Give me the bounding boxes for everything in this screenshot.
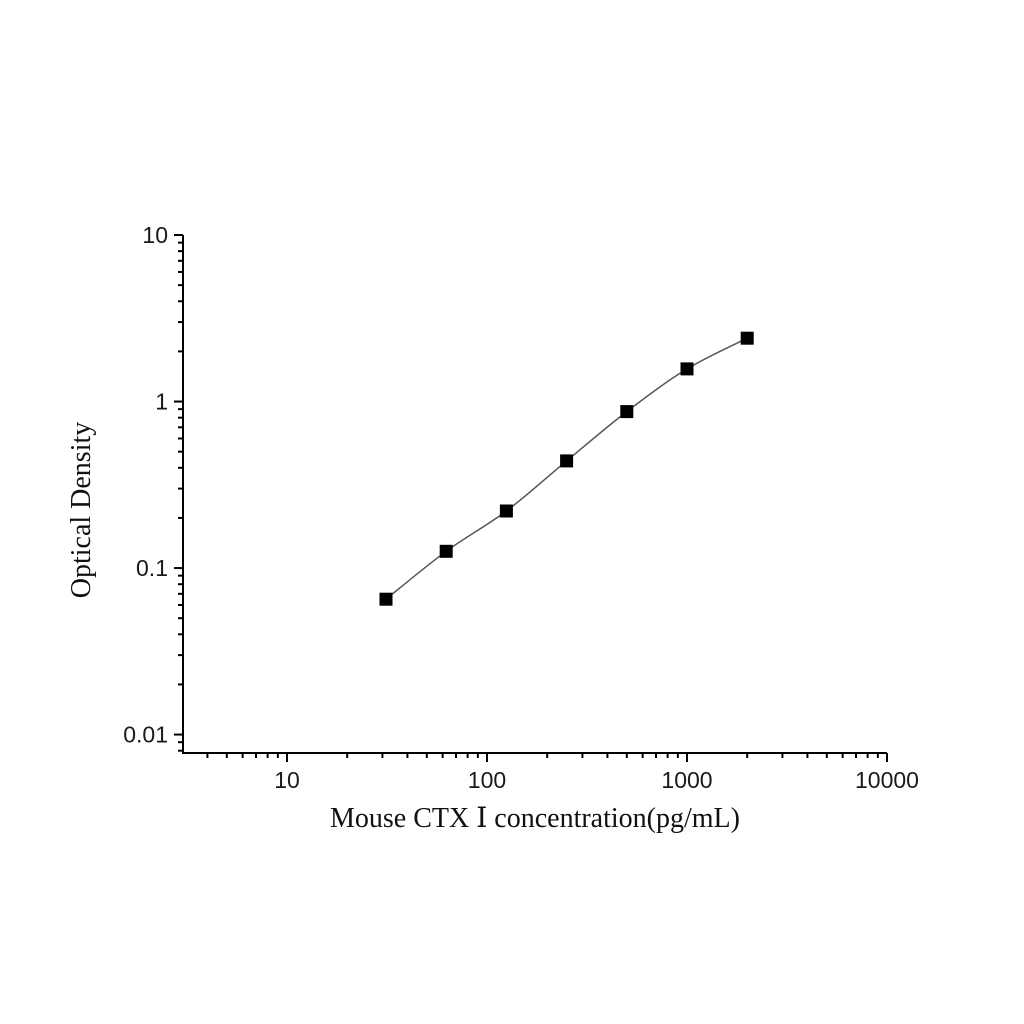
y-tick-label: 0.1 <box>136 555 168 581</box>
axis-tick-labels: 10 100 1000 10000 10 1 0.1 0.01 <box>123 222 919 793</box>
data-point-marker <box>620 405 634 419</box>
x-tick-label: 10 <box>274 767 300 793</box>
x-tick-label: 1000 <box>661 767 712 793</box>
fit-curve-line <box>385 337 748 600</box>
x-tick-label: 10000 <box>855 767 919 793</box>
axis-ticks <box>174 234 888 762</box>
data-point-marker <box>379 592 393 606</box>
x-axis-title: Mouse CTX Ⅰ concentration(pg/mL) <box>330 803 740 834</box>
data-point-marker <box>740 331 754 345</box>
data-point-marker <box>499 504 513 518</box>
y-tick-label: 0.01 <box>123 722 168 748</box>
x-tick-label: 100 <box>468 767 506 793</box>
axes <box>182 235 887 754</box>
axis-lines <box>182 235 887 754</box>
y-tick-label: 1 <box>155 389 168 415</box>
y-tick-label: 10 <box>142 222 168 248</box>
data-point-marker <box>439 544 453 558</box>
data-series <box>379 331 754 606</box>
data-point-marker <box>560 454 574 468</box>
data-point-marker <box>680 362 694 376</box>
y-axis-title: Optical Density <box>66 422 97 599</box>
